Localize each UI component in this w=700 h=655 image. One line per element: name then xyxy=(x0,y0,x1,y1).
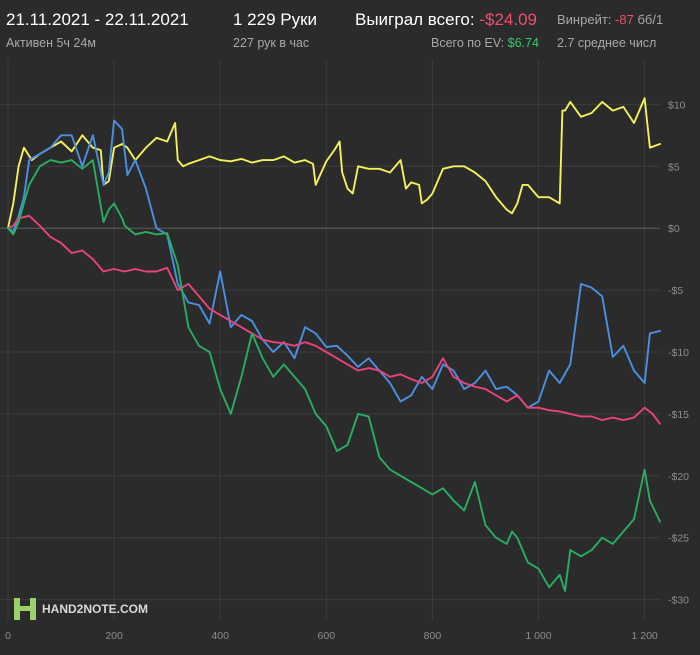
y-tick-label: -$25 xyxy=(668,533,689,545)
average-text: 2.7 среднее числ xyxy=(557,36,657,50)
grid xyxy=(0,60,660,620)
won-value: -$24.09 xyxy=(479,10,538,29)
series-line-4 xyxy=(7,159,661,592)
y-tick-label: -$20 xyxy=(668,471,689,483)
y-tick-label: -$30 xyxy=(668,595,689,607)
winrate-unit: бб/1 xyxy=(637,12,664,27)
y-axis-ticks: $10 $5 $0 -$5 -$10 -$15 -$20 -$25 -$30 xyxy=(668,99,689,606)
hands-count: 1 229 Руки xyxy=(233,10,318,29)
series-line-3 xyxy=(7,214,661,425)
x-tick-label: 200 xyxy=(105,630,123,642)
y-tick-label: -$15 xyxy=(668,409,689,421)
x-tick-label: 800 xyxy=(424,630,442,642)
x-tick-label: 0 xyxy=(5,630,11,642)
x-axis-ticks: 0 200 400 600 800 1 000 1 200 xyxy=(5,630,658,642)
logo-icon xyxy=(14,598,36,620)
x-tick-label: 1 200 xyxy=(631,630,657,642)
date-range: 21.11.2021 - 22.11.2021 xyxy=(6,10,189,29)
hands-per-hour: 227 рук в час xyxy=(233,36,310,50)
winrate-value: -87 xyxy=(615,12,634,27)
x-tick-label: 600 xyxy=(318,630,336,642)
x-tick-label: 400 xyxy=(211,630,229,642)
won-total: Выиграл всего: -$24.09 xyxy=(355,10,537,30)
x-tick-label: 1 000 xyxy=(525,630,551,642)
y-tick-label: $0 xyxy=(668,223,680,235)
y-tick-label: -$10 xyxy=(668,347,689,359)
ev-total: Всего по EV: $6.74 xyxy=(431,36,539,50)
logo-text: HAND2NOTE.COM xyxy=(42,602,148,616)
active-time: Активен 5ч 24м xyxy=(6,36,96,50)
winrate-label: Винрейт: xyxy=(557,12,612,27)
hand2note-logo: HAND2NOTE.COM xyxy=(14,598,148,620)
series-lines xyxy=(7,97,661,592)
series-line-2 xyxy=(7,119,661,409)
ev-label: Всего по EV: xyxy=(431,36,505,50)
chart-area: $10 $5 $0 -$5 -$10 -$15 -$20 -$25 -$30 0 200 400 60… xyxy=(0,60,689,642)
series-line-1 xyxy=(7,97,661,230)
y-tick-label: $10 xyxy=(668,99,686,111)
chart-header: 21.11.2021 - 22.11.2021 Активен 5ч 24м 1… xyxy=(0,0,700,60)
winrate: Винрейт: -87 бб/1 xyxy=(557,12,663,27)
won-label: Выиграл всего: xyxy=(355,10,475,29)
ev-value: $6.74 xyxy=(507,36,539,50)
y-tick-label: $5 xyxy=(668,161,680,173)
y-tick-label: -$5 xyxy=(668,285,683,297)
